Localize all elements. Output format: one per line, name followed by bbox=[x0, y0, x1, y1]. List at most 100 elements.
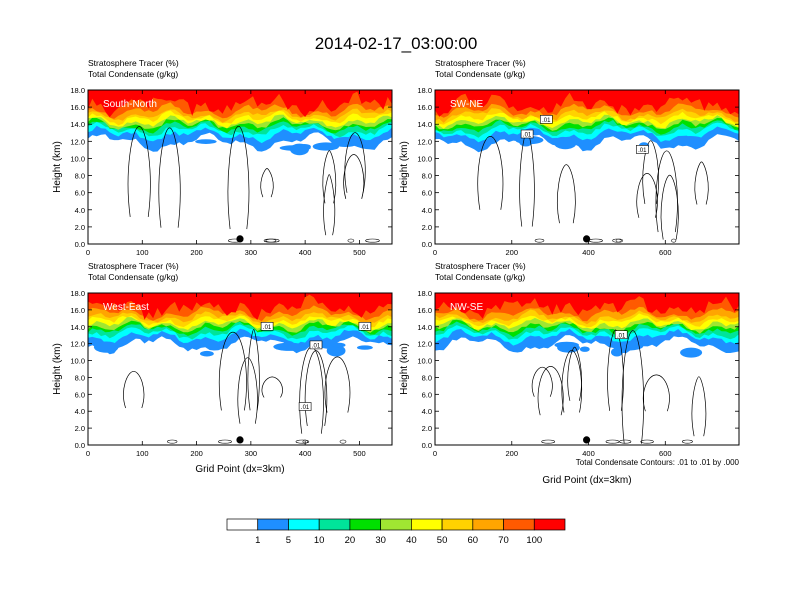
location-marker bbox=[236, 436, 244, 444]
colorbar-swatch bbox=[441, 518, 474, 531]
x-axis-label: Grid Point (dx=3km) bbox=[195, 464, 284, 475]
condensate-contour bbox=[263, 238, 277, 243]
condensate-contour bbox=[615, 238, 624, 243]
y-tick-label: 10.0 bbox=[70, 357, 85, 366]
colorbar-swatch bbox=[226, 518, 259, 531]
condensate-contour bbox=[557, 164, 576, 224]
condensate-contour bbox=[295, 439, 310, 444]
x-axis-label: Grid Point (dx=3km) bbox=[542, 475, 631, 486]
y-tick-label: 6.0 bbox=[422, 189, 432, 198]
colorbar-label: 10 bbox=[314, 535, 325, 546]
condensate-contour bbox=[694, 161, 709, 205]
x-tick-label: 500 bbox=[353, 248, 366, 257]
y-tick-label: 18.0 bbox=[417, 289, 432, 298]
contour-label-box bbox=[260, 321, 274, 331]
tracer-patch bbox=[680, 347, 703, 358]
tracer-band bbox=[88, 293, 392, 320]
colorbar-label: 60 bbox=[468, 535, 479, 546]
y-tick-label: 12.0 bbox=[70, 340, 85, 349]
y-tick-label: 2.0 bbox=[422, 223, 432, 232]
x-tick-label: 0 bbox=[86, 248, 90, 257]
y-tick-label: 18.0 bbox=[417, 86, 432, 95]
colorbar-swatch bbox=[411, 518, 443, 531]
y-tick-label: 14.0 bbox=[70, 323, 85, 332]
panel-label: South-North bbox=[103, 99, 157, 110]
x-tick-label: 200 bbox=[506, 248, 519, 257]
condensate-contour bbox=[537, 366, 564, 416]
x-tick-label: 600 bbox=[659, 449, 672, 458]
colorbar-label: 1 bbox=[255, 535, 260, 546]
contour-label: .01 bbox=[638, 148, 647, 154]
condensate-contour bbox=[607, 329, 624, 411]
colorbar-label: 30 bbox=[375, 535, 386, 546]
tracer-patch bbox=[312, 142, 340, 151]
tracer-band bbox=[435, 293, 739, 319]
x-tick-label: 500 bbox=[353, 449, 366, 458]
colorbar-swatch bbox=[472, 518, 504, 531]
panel-title-line: Total Condensate (g/kg) bbox=[88, 272, 178, 282]
y-tick-label: 14.0 bbox=[417, 323, 432, 332]
condensate-contour bbox=[322, 150, 337, 204]
condensate-contour bbox=[612, 238, 622, 243]
condensate-contour bbox=[365, 238, 380, 243]
y-tick-label: 2.0 bbox=[422, 424, 432, 433]
condensate-contour bbox=[339, 439, 347, 444]
y-tick-label: 8.0 bbox=[422, 172, 432, 181]
y-tick-label: 18.0 bbox=[70, 289, 85, 298]
location-marker bbox=[583, 436, 591, 444]
y-axis-label: Height (km) bbox=[399, 343, 410, 395]
tracer-patch bbox=[357, 345, 373, 350]
y-axis-label: Height (km) bbox=[399, 141, 410, 193]
y-tick-label: 6.0 bbox=[422, 390, 432, 399]
condensate-contour bbox=[642, 374, 670, 412]
x-tick-label: 200 bbox=[506, 449, 519, 458]
condensate-contour bbox=[660, 174, 679, 240]
panel-label: NW-SE bbox=[450, 302, 483, 313]
y-tick-label: 16.0 bbox=[70, 103, 85, 112]
panel-title-line: Total Condensate (g/kg) bbox=[88, 69, 178, 79]
colorbar: 1 5 10 20 30 40 50 60 70 100 bbox=[226, 518, 566, 546]
contour-label-box bbox=[520, 129, 534, 139]
contour-label: .01 bbox=[263, 325, 272, 331]
location-marker bbox=[583, 235, 591, 243]
y-tick-label: 0.0 bbox=[75, 441, 85, 450]
condensate-contour bbox=[343, 154, 365, 199]
tracer-patch bbox=[195, 139, 217, 145]
x-tick-label: 100 bbox=[136, 449, 149, 458]
y-tick-label: 0.0 bbox=[75, 240, 85, 249]
plot-area: .01 .01 .01 bbox=[435, 90, 739, 244]
tracer-patch bbox=[611, 347, 623, 357]
y-axis-label: Height (km) bbox=[52, 343, 63, 395]
y-tick-label: 18.0 bbox=[70, 86, 85, 95]
condensate-contour bbox=[671, 238, 677, 243]
y-tick-label: 16.0 bbox=[417, 103, 432, 112]
y-tick-label: 4.0 bbox=[422, 206, 432, 215]
panel-title-line: Total Condensate (g/kg) bbox=[435, 69, 525, 79]
plot-frame bbox=[434, 89, 740, 245]
y-tick-label: 2.0 bbox=[75, 424, 85, 433]
y-tick-label: 0.0 bbox=[422, 441, 432, 450]
contour-label-box bbox=[635, 145, 649, 154]
y-tick-label: 6.0 bbox=[75, 390, 85, 399]
panel-title-line: Stratosphere Tracer (%) bbox=[88, 58, 179, 68]
plot-area: .01 bbox=[435, 293, 739, 445]
condensate-contour bbox=[324, 356, 351, 413]
tracer-band bbox=[435, 90, 739, 117]
condensate-contour bbox=[619, 439, 632, 444]
panel-4: Stratosphere Tracer (%)Total Condensate … bbox=[399, 261, 740, 486]
condensate-contour bbox=[218, 439, 232, 444]
x-tick-label: 300 bbox=[245, 449, 258, 458]
condensate-contour bbox=[304, 350, 328, 426]
x-tick-label: 0 bbox=[433, 248, 437, 257]
colorbar-swatch bbox=[503, 518, 535, 531]
x-tick-label: 400 bbox=[299, 449, 312, 458]
condensate-contour bbox=[158, 127, 181, 228]
panel-title-line: Stratosphere Tracer (%) bbox=[435, 261, 526, 271]
tracer-patch bbox=[675, 136, 705, 146]
condensate-contour bbox=[123, 370, 145, 409]
x-tick-label: 300 bbox=[245, 248, 258, 257]
y-tick-label: 4.0 bbox=[75, 206, 85, 215]
plot-area: .01 .01 .01 .01 bbox=[88, 293, 392, 445]
contour-label: .01 bbox=[617, 333, 626, 339]
